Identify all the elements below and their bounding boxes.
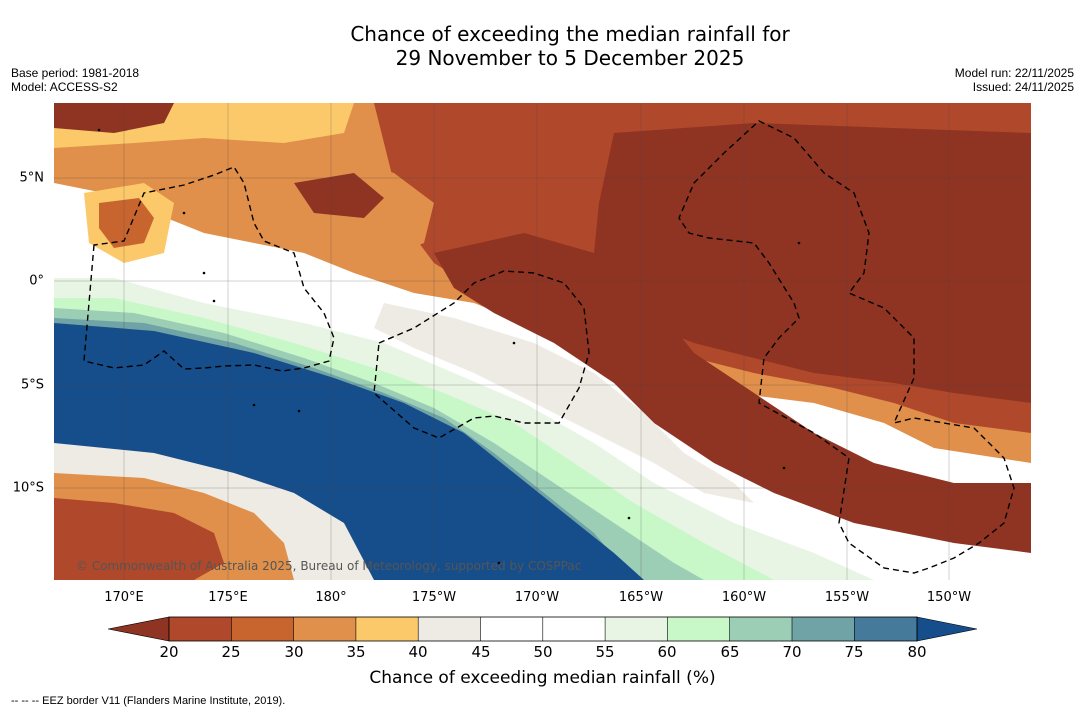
colorbar-segment bbox=[169, 617, 232, 641]
colorbar-tick-65: 65 bbox=[720, 643, 740, 661]
map-title: Chance of exceeding the median rainfall … bbox=[0, 22, 1085, 70]
colorbar-tick-70: 70 bbox=[782, 643, 802, 661]
colorbar-segment bbox=[729, 617, 792, 641]
colorbar-segment bbox=[792, 617, 855, 641]
dry-region-southwest-deep bbox=[54, 498, 224, 580]
lat-label-5s: 5°S bbox=[20, 377, 44, 393]
colorbar-tick-25: 25 bbox=[221, 643, 241, 661]
model-name: Model: ACCESS-S2 bbox=[11, 80, 118, 94]
meta-left: Base period: 1981-2018 Model: ACCESS-S2 bbox=[11, 66, 139, 94]
copyright-notice: © Commonwealth of Australia 2025, Bureau… bbox=[76, 559, 581, 573]
lon-label-155w: 155°W bbox=[824, 590, 870, 605]
lon-label-170w: 170°W bbox=[514, 590, 560, 605]
eez-border-tuvalu-kiribati bbox=[83, 166, 335, 372]
island-dot bbox=[627, 516, 631, 520]
colorbar-tick-50: 50 bbox=[533, 643, 553, 661]
colorbar-segment bbox=[854, 617, 917, 641]
dry-patch-midwest-core bbox=[294, 173, 384, 218]
island-dot bbox=[212, 299, 216, 303]
island-dot bbox=[97, 128, 101, 132]
island-dot bbox=[252, 403, 256, 407]
colorbar-tick-40: 40 bbox=[408, 643, 428, 661]
eez-source-note: -- -- -- EEZ border V11 (Flanders Marine… bbox=[11, 695, 286, 707]
near-median-strip bbox=[374, 303, 754, 503]
eez-borders bbox=[83, 120, 1015, 574]
colorbar-segment bbox=[605, 617, 668, 641]
issued-date: Issued: 24/11/2025 bbox=[972, 80, 1074, 94]
colorbar-tick-35: 35 bbox=[346, 643, 366, 661]
island-dot bbox=[297, 409, 301, 413]
colorbar-tick-45: 45 bbox=[471, 643, 491, 661]
lon-label-165w: 165°W bbox=[618, 590, 664, 605]
colorbar-tick-80: 80 bbox=[907, 643, 927, 661]
lat-label-10s: 10°S bbox=[12, 480, 44, 496]
lon-label-150w: 150°W bbox=[926, 590, 972, 605]
colorbar-tick-30: 30 bbox=[284, 643, 304, 661]
colorbar-tick-60: 60 bbox=[657, 643, 677, 661]
colorbar-label: Chance of exceeding median rainfall (%) bbox=[369, 668, 716, 688]
colorbar-segment bbox=[542, 617, 606, 641]
dry-patch-west-core bbox=[99, 198, 154, 248]
eez-border-phoenix bbox=[373, 270, 590, 439]
model-run: Model run: 22/11/2025 bbox=[954, 66, 1074, 80]
colorbar-dividers bbox=[231, 617, 855, 641]
island-dot bbox=[182, 211, 186, 215]
colorbar-tick-75: 75 bbox=[844, 643, 864, 661]
colorbar-segment bbox=[418, 617, 481, 641]
rainfall-map: © Commonwealth of Australia 2025, Bureau… bbox=[54, 103, 1031, 580]
island-dot bbox=[797, 241, 801, 245]
island-dot bbox=[782, 466, 786, 470]
island-dot bbox=[202, 271, 206, 275]
colorbar-segment bbox=[355, 617, 419, 641]
lon-label-180: 180° bbox=[315, 590, 347, 605]
lon-label-175w: 175°W bbox=[411, 590, 457, 605]
eez-border-line-islands bbox=[678, 120, 1015, 574]
lon-label-160w: 160°W bbox=[721, 590, 767, 605]
dry-patch-northwest-core bbox=[54, 103, 174, 133]
lon-label-170e: 170°E bbox=[104, 590, 144, 605]
meta-right: Model run: 22/11/2025 Issued: 24/11/2025 bbox=[955, 66, 1074, 94]
colorbar-tick-20: 20 bbox=[159, 643, 179, 661]
islands bbox=[97, 128, 801, 565]
colorbar-segment bbox=[480, 617, 543, 641]
colorbar-max-arrow bbox=[916, 616, 978, 642]
title-line-2: 29 November to 5 December 2025 bbox=[395, 46, 745, 70]
dry-region-central bbox=[434, 233, 1031, 553]
lon-label-175e: 175°E bbox=[208, 590, 248, 605]
island-dot bbox=[497, 561, 501, 565]
island-dot bbox=[512, 341, 516, 345]
lat-label-5n: 5°N bbox=[19, 170, 45, 186]
colorbar bbox=[108, 616, 978, 642]
base-period: Base period: 1981-2018 bbox=[11, 66, 140, 80]
graticule bbox=[54, 103, 1031, 580]
colorbar-segment bbox=[293, 617, 356, 641]
colorbar-tick-55: 55 bbox=[595, 643, 615, 661]
dry-region-north-deep bbox=[594, 123, 1031, 403]
colorbar-segment bbox=[667, 617, 730, 641]
lat-label-0: 0° bbox=[29, 273, 44, 289]
colorbar-min-arrow bbox=[108, 616, 170, 642]
title-line-1: Chance of exceeding the median rainfall … bbox=[350, 22, 790, 46]
colorbar-segment bbox=[231, 617, 294, 641]
